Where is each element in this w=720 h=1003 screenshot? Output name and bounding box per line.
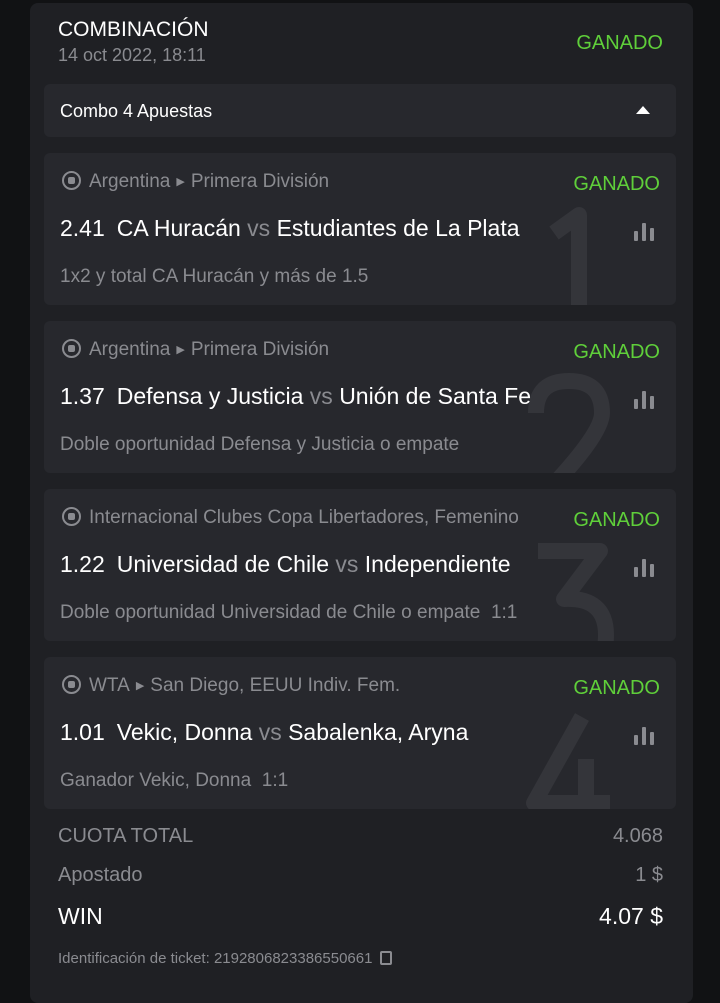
league-name: Argentina: [89, 171, 171, 192]
bet-status: GANADO: [576, 32, 663, 54]
market: Doble oportunidad Defensa y Justicia o e…: [60, 434, 470, 456]
bet-card[interactable]: WTA ▶ San Diego, EEUU Indiv. Fem. GANADO 1…: [44, 657, 676, 809]
vs-label: vs: [258, 719, 282, 745]
market: Doble oportunidad Universidad de Chile o…: [60, 602, 517, 624]
stake-label: Apostado: [58, 864, 143, 886]
league-name: WTA: [89, 675, 130, 696]
market-label: 1x2 y total CA Huracán y más de 1.5: [60, 266, 369, 287]
bet-status: GANADO: [573, 677, 660, 699]
total-odds-row: CUOTA TOTAL 4.068: [58, 825, 663, 848]
stats-icon[interactable]: [634, 559, 656, 577]
bet-index-watermark: [549, 207, 587, 305]
bet-card[interactable]: Argentina ▶ Primera División GANADO 2.41 CA…: [44, 153, 676, 305]
score: 1:1: [490, 602, 518, 623]
caret-up-icon: [636, 106, 650, 114]
market-label: Doble oportunidad Universidad de Chile o…: [60, 602, 481, 623]
odds: 1.01: [60, 719, 105, 745]
ticket-label: Identificación de ticket:: [58, 950, 210, 967]
stake-value: 1 $: [635, 864, 663, 886]
odds: 1.22: [60, 551, 105, 577]
bet-index-watermark: [528, 373, 610, 473]
soccer-ball-icon: [62, 507, 81, 526]
odds: 1.37: [60, 383, 105, 409]
total-odds-label: CUOTA TOTAL: [58, 825, 194, 847]
league-name: Internacional Clubes Copa Libertadores, …: [89, 507, 519, 528]
home-team: Defensa y Justicia: [116, 383, 304, 409]
market: 1x2 y total CA Huracán y más de 1.5: [60, 266, 379, 288]
chevron-right-icon: ▶: [176, 344, 185, 356]
away-team: Independiente: [364, 551, 511, 577]
stake-row: Apostado 1 $: [58, 864, 663, 887]
stats-icon[interactable]: [634, 223, 656, 241]
bet-status: GANADO: [573, 341, 660, 363]
match: 2.41 CA Huracán vs Estudiantes de La Plat…: [60, 215, 588, 242]
ticket-id: Identificación de ticket: 21928068233865…: [58, 950, 393, 967]
bet-card[interactable]: Internacional Clubes Copa Libertadores, …: [44, 489, 676, 641]
ticket-number: 2192806823386550661: [213, 950, 373, 967]
chevron-right-icon: ▶: [135, 680, 145, 692]
score: 1:1: [261, 770, 289, 791]
bet-status: GANADO: [573, 173, 660, 195]
win-label: WIN: [58, 903, 103, 929]
league-path: Internacional Clubes Copa Libertadores, …: [62, 507, 532, 529]
soccer-ball-icon: [62, 171, 81, 190]
home-team: Universidad de Chile: [116, 551, 329, 577]
bet-type-title: COMBINACIÓN: [58, 18, 209, 41]
match: 1.22 Universidad de Chile vs Independient…: [60, 551, 588, 578]
away-team: Estudiantes de La Plata: [276, 215, 520, 241]
tennis-racket-icon: [62, 675, 81, 694]
stats-icon[interactable]: [634, 727, 656, 745]
sub-league: San Diego, EEUU Indiv. Fem.: [150, 675, 401, 696]
away-team: Sabalenka, Aryna: [288, 719, 469, 745]
odds: 2.41: [60, 215, 105, 241]
total-odds-value: 4.068: [612, 825, 663, 847]
market: Ganador Vekic, Donna 1:1: [60, 770, 288, 792]
win-value: 4.07 $: [599, 903, 663, 929]
league-path: Argentina ▶ Primera División: [62, 171, 532, 193]
stats-icon[interactable]: [634, 391, 656, 409]
vs-label: vs: [247, 215, 271, 241]
bet-panel: COMBINACIÓN 14 oct 2022, 18:11 GANADO Co…: [30, 3, 693, 1003]
league-path: WTA ▶ San Diego, EEUU Indiv. Fem.: [62, 675, 532, 697]
win-row: WIN 4.07 $: [58, 903, 663, 930]
soccer-ball-icon: [62, 339, 81, 358]
match: 1.37 Defensa y Justicia vs Unión de Santa…: [60, 383, 588, 410]
bet-card[interactable]: Argentina ▶ Primera División GANADO 1.37 De…: [44, 321, 676, 473]
sub-league: Primera División: [190, 339, 330, 360]
league-name: Argentina: [89, 339, 171, 360]
away-team: Unión de Santa Fe: [339, 383, 531, 409]
bet-index-watermark: [538, 543, 614, 641]
league-path: Argentina ▶ Primera División: [62, 339, 532, 361]
home-team: CA Huracán: [116, 215, 241, 241]
bet-index-watermark: [526, 713, 610, 809]
combo-toggle[interactable]: Combo 4 Apuestas: [44, 84, 676, 137]
match: 1.01 Vekic, Donna vs Sabalenka, Aryna: [60, 719, 588, 746]
combo-label: Combo 4 Apuestas: [60, 101, 213, 121]
copy-icon[interactable]: [380, 951, 393, 965]
bet-date: 14 oct 2022, 18:11: [58, 45, 206, 65]
market-label: Doble oportunidad Defensa y Justicia o e…: [60, 434, 460, 455]
vs-label: vs: [335, 551, 359, 577]
bet-status: GANADO: [573, 509, 660, 531]
chevron-right-icon: ▶: [176, 176, 185, 188]
home-team: Vekic, Donna: [116, 719, 253, 745]
sub-league: Primera División: [190, 171, 330, 192]
market-label: Ganador Vekic, Donna: [60, 770, 252, 791]
vs-label: vs: [309, 383, 333, 409]
